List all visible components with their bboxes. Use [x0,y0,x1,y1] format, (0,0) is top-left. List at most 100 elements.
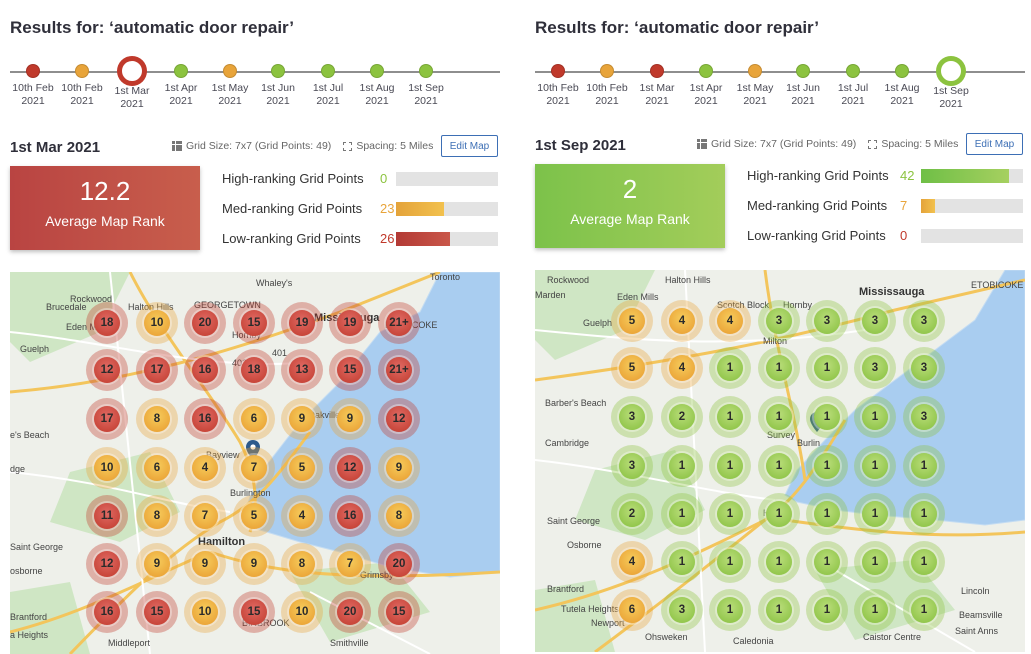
timeline-dot-icon[interactable] [174,64,188,78]
rank-grid-pin[interactable]: 1 [717,501,743,527]
rank-grid-pin[interactable]: 4 [669,355,695,381]
rank-grid-pin[interactable]: 15 [241,310,267,336]
rank-grid-pin[interactable]: 1 [862,404,888,430]
rank-grid-pin[interactable]: 1 [862,549,888,575]
rank-grid-pin[interactable]: 1 [766,453,792,479]
rank-grid-pin[interactable]: 1 [766,404,792,430]
rank-grid-pin[interactable]: 4 [669,308,695,334]
rank-grid-pin[interactable]: 5 [619,355,645,381]
rank-grid-pin[interactable]: 20 [337,599,363,625]
timeline-point[interactable]: 1st Mar 2021 [631,60,683,108]
rank-grid-pin[interactable]: 16 [192,406,218,432]
rank-grid-pin[interactable]: 1 [814,404,840,430]
rank-grid-pin[interactable]: 4 [289,503,315,529]
rank-grid-pin[interactable]: 1 [862,453,888,479]
rank-grid-pin[interactable]: 19 [289,310,315,336]
timeline-point[interactable]: 1st Jun 2021 [252,60,304,108]
rank-grid-pin[interactable]: 1 [717,453,743,479]
timeline-point[interactable]: 1st May 2021 [729,60,781,108]
rank-grid-pin[interactable]: 1 [862,597,888,623]
rank-grid-pin[interactable]: 8 [386,503,412,529]
rank-grid-pin[interactable]: 4 [717,308,743,334]
rank-grid-pin[interactable]: 5 [289,455,315,481]
rank-grid-pin[interactable]: 16 [94,599,120,625]
rank-grid-pin[interactable]: 3 [766,308,792,334]
timeline-dot-icon[interactable] [650,64,664,78]
rank-grid-pin[interactable]: 1 [814,453,840,479]
rank-grid-pin[interactable]: 3 [911,355,937,381]
timeline-dot-icon[interactable] [600,64,614,78]
rank-grid-pin[interactable]: 1 [766,355,792,381]
rank-grid-pin[interactable]: 1 [814,597,840,623]
rank-grid-pin[interactable]: 3 [814,308,840,334]
rank-grid-pin[interactable]: 12 [94,357,120,383]
rank-grid-pin[interactable]: 5 [619,308,645,334]
rank-grid-pin[interactable]: 10 [94,455,120,481]
rank-grid-pin[interactable]: 18 [241,357,267,383]
timeline-dot-icon[interactable] [122,61,142,81]
rank-grid-pin[interactable]: 18 [94,310,120,336]
rank-grid-pin[interactable]: 1 [911,597,937,623]
rank-grid-pin[interactable]: 9 [386,455,412,481]
rank-grid-pin[interactable]: 15 [241,599,267,625]
rank-grid-pin[interactable]: 15 [386,599,412,625]
rank-grid-pin[interactable]: 15 [337,357,363,383]
timeline-dot-icon[interactable] [895,64,909,78]
rank-grid-pin[interactable]: 20 [386,551,412,577]
timeline-dot-icon[interactable] [223,64,237,78]
timeline-point[interactable]: 1st Aug 2021 [351,60,403,108]
rank-grid-pin[interactable]: 9 [289,406,315,432]
timeline-point[interactable]: 1st Sep 2021 [400,60,452,108]
rank-grid-pin[interactable]: 3 [862,355,888,381]
rank-grid-pin[interactable]: 1 [717,404,743,430]
rank-grid-pin[interactable]: 1 [911,549,937,575]
rank-grid-pin[interactable]: 4 [619,549,645,575]
rank-grid-pin[interactable]: 17 [144,357,170,383]
rank-grid-pin[interactable]: 21+ [386,357,412,383]
rank-grid-pin[interactable]: 21+ [386,310,412,336]
rank-grid-pin[interactable]: 16 [192,357,218,383]
edit-map-button[interactable]: Edit Map [966,133,1023,155]
rank-grid-pin[interactable]: 9 [337,406,363,432]
rank-grid-pin[interactable]: 4 [192,455,218,481]
rank-grid-pin[interactable]: 1 [862,501,888,527]
timeline-point[interactable]: 1st Sep 2021 [925,60,977,111]
timeline-point[interactable]: 1st Mar 2021 [106,60,158,111]
timeline-point[interactable]: 1st Apr 2021 [155,60,207,108]
rank-grid-pin[interactable]: 15 [144,599,170,625]
rank-grid-pin[interactable]: 19 [337,310,363,336]
rank-grid-pin[interactable]: 1 [814,355,840,381]
rank-grid-pin[interactable]: 3 [911,308,937,334]
rank-grid-pin[interactable]: 7 [337,551,363,577]
rank-grid-pin[interactable]: 3 [619,453,645,479]
rank-grid-pin[interactable]: 16 [337,503,363,529]
rank-grid-pin[interactable]: 1 [814,501,840,527]
rank-grid-pin[interactable]: 7 [192,503,218,529]
rank-grid-pin[interactable]: 1 [717,355,743,381]
timeline-point[interactable]: 10th Feb 2021 [581,60,633,108]
timeline-point[interactable]: 1st Apr 2021 [680,60,732,108]
timeline-dot-icon[interactable] [796,64,810,78]
timeline-dot-icon[interactable] [26,64,40,78]
rank-grid-pin[interactable]: 1 [766,597,792,623]
rank-grid-pin[interactable]: 6 [619,597,645,623]
rank-grid-pin[interactable]: 5 [241,503,267,529]
rank-grid-pin[interactable]: 2 [669,404,695,430]
rank-grid-pin[interactable]: 1 [766,501,792,527]
timeline-dot-icon[interactable] [941,61,961,81]
rank-grid-pin[interactable]: 12 [337,455,363,481]
rank-grid-pin[interactable]: 9 [192,551,218,577]
timeline-point[interactable]: 1st Aug 2021 [876,60,928,108]
rank-grid-pin[interactable]: 8 [144,406,170,432]
rank-grid-pin[interactable]: 7 [241,455,267,481]
timeline-point[interactable]: 10th Feb 2021 [56,60,108,108]
rank-grid-pin[interactable]: 20 [192,310,218,336]
rank-grid-pin[interactable]: 1 [717,597,743,623]
timeline-point[interactable]: 10th Feb 2021 [7,60,59,108]
timeline-point[interactable]: 1st Jul 2021 [827,60,879,108]
timeline-dot-icon[interactable] [699,64,713,78]
rank-grid-pin[interactable]: 10 [144,310,170,336]
timeline-point[interactable]: 1st Jun 2021 [777,60,829,108]
timeline-dot-icon[interactable] [75,64,89,78]
rank-grid-pin[interactable]: 1 [766,549,792,575]
